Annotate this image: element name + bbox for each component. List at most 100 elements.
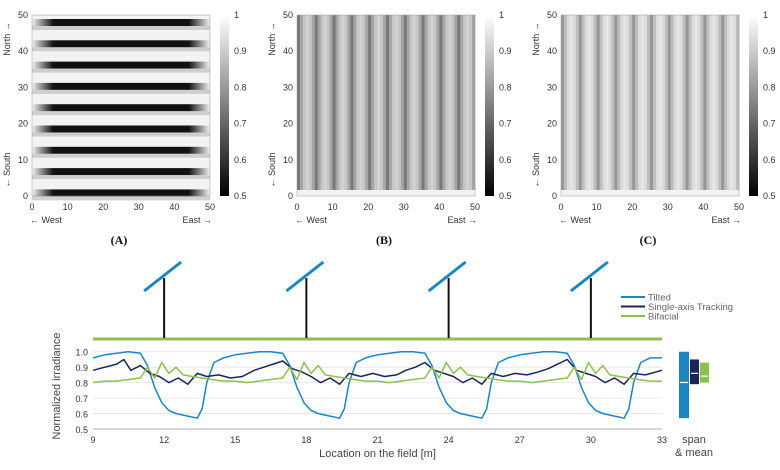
- colorbar-tick-label: 0.5: [234, 191, 247, 201]
- colorbar-tick-label: 0.8: [234, 82, 247, 92]
- shade-column: [368, 15, 372, 191]
- shade-column: [721, 15, 725, 191]
- shade-column: [670, 15, 675, 191]
- shade-column: [311, 15, 316, 191]
- y-tick-label: 40: [18, 46, 28, 56]
- shade-column: [344, 15, 348, 191]
- shade-column: [602, 15, 606, 191]
- colorbar-tick-label: 0.5: [499, 191, 512, 201]
- shade-column: [596, 15, 600, 191]
- x-tick-label: 9: [90, 435, 95, 445]
- shade-column: [584, 15, 589, 191]
- x-tick-label: 40: [698, 202, 708, 212]
- shade-column: [377, 15, 381, 191]
- shade-row-edge: [32, 26, 210, 30]
- shade-column: [388, 15, 393, 191]
- shade-column: [356, 15, 360, 191]
- shade-column: [620, 15, 624, 191]
- shade-column: [706, 15, 710, 191]
- x-tick-label: 15: [230, 435, 240, 445]
- shade-row: [32, 82, 210, 90]
- shade-column: [380, 15, 384, 191]
- shade-column: [724, 15, 728, 191]
- shade-column: [451, 15, 455, 191]
- shade-column: [302, 15, 307, 191]
- heatmap-panel-1: 1 0.9 0.8 0.7 0.6 0.5 0 10 20 30 40 50 0 10 20 30 40 50 ← …: [2, 10, 247, 247]
- shade-column: [635, 15, 639, 191]
- shade-row-edge: [32, 153, 210, 158]
- shade-row: [32, 146, 210, 154]
- colorbar-tick-label: 1: [763, 10, 768, 20]
- y-tick-label: 30: [547, 82, 557, 92]
- colorbar: [485, 15, 494, 196]
- x-tick-label: 30: [399, 202, 409, 212]
- shade-column: [679, 15, 684, 191]
- tilted-module: [427, 260, 467, 293]
- x-axis-title: Location on the field [m]: [319, 448, 436, 460]
- shade-column: [317, 15, 322, 191]
- shade-column: [353, 15, 357, 191]
- shade-column: [350, 15, 354, 191]
- y-tick-label: 20: [283, 119, 293, 129]
- north-label: North →: [2, 22, 12, 56]
- shade-row-edge: [32, 68, 210, 73]
- shade-column: [647, 15, 651, 191]
- shade-column: [362, 15, 366, 191]
- x-tick-label: 12: [159, 435, 169, 445]
- span-bar: [700, 362, 709, 383]
- colorbar-tick-label: 0.9: [234, 46, 247, 56]
- shade-column: [566, 15, 571, 191]
- shade-column: [460, 15, 464, 191]
- west-label: ← West: [559, 215, 591, 225]
- shade-column: [605, 15, 609, 191]
- south-label: ← South: [531, 152, 541, 187]
- shade-column: [608, 15, 612, 191]
- shade-column: [703, 15, 707, 191]
- y-tick-label: 0: [23, 191, 28, 201]
- y-tick-label: 0: [552, 191, 557, 201]
- shade-column: [691, 15, 695, 191]
- x-tick-label: 30: [134, 202, 144, 212]
- legend-label: Bifacial: [648, 312, 679, 323]
- shade-column: [463, 15, 467, 191]
- colorbar: [220, 15, 229, 196]
- shade-column: [323, 15, 328, 191]
- shade-column: [676, 15, 681, 191]
- y-tick-label: 50: [18, 10, 28, 20]
- shade-column: [415, 15, 420, 191]
- y-tick-label: 0.9: [75, 363, 88, 373]
- shade-column: [454, 15, 458, 191]
- shade-column: [632, 15, 636, 191]
- mean-label: & mean: [675, 447, 713, 459]
- shade-column: [617, 15, 621, 191]
- north-label: North →: [267, 22, 277, 56]
- shade-column: [403, 15, 408, 191]
- x-tick-label: 21: [372, 435, 382, 445]
- shade-column: [593, 15, 597, 191]
- tilted-module: [143, 260, 183, 293]
- shade-row-edge: [32, 111, 210, 116]
- x-tick-label: 10: [63, 202, 73, 212]
- shade-column: [406, 15, 411, 191]
- shade-column: [445, 15, 449, 191]
- shade-column: [347, 15, 351, 191]
- shade-row-edge: [32, 196, 210, 201]
- colorbar-tick-label: 0.5: [763, 191, 776, 201]
- x-tick-label: 33: [657, 435, 667, 445]
- plot-frame: [296, 14, 476, 197]
- shade-column: [391, 15, 396, 191]
- tilted-module: [285, 260, 325, 293]
- shade-column: [614, 15, 618, 191]
- y-axis-title: Normalized irradiance: [51, 333, 63, 440]
- shade-column: [421, 15, 425, 191]
- shade-column: [655, 15, 660, 191]
- shade-column: [430, 15, 434, 191]
- colorbar-tick-label: 0.7: [499, 119, 512, 129]
- shade-column: [626, 15, 630, 191]
- shade-column: [638, 15, 642, 191]
- east-label: East →: [447, 215, 477, 225]
- shade-column: [436, 15, 440, 191]
- shade-column: [587, 15, 592, 191]
- colorbar-tick-label: 0.9: [763, 46, 776, 56]
